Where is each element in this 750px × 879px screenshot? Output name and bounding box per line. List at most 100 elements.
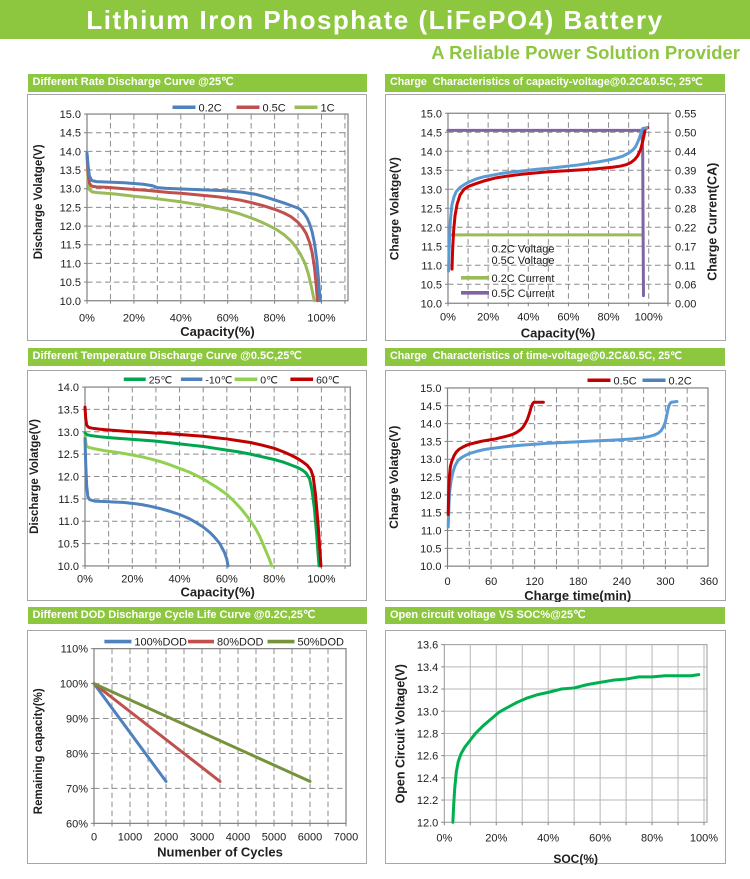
svg-text:Numenber of Cycles: Numenber of Cycles [157,844,283,859]
svg-text:10.5: 10.5 [420,543,441,555]
svg-text:13.0: 13.0 [420,454,441,466]
svg-text:1C: 1C [321,102,335,114]
svg-text:0.11: 0.11 [675,260,696,272]
svg-text:2000: 2000 [154,831,178,843]
svg-text:Remaining capacity(%): Remaining capacity(%) [33,688,45,814]
svg-text:60%: 60% [557,311,579,323]
svg-text:60%: 60% [589,832,611,844]
svg-text:12.0: 12.0 [421,222,442,234]
svg-text:14.5: 14.5 [420,400,441,412]
svg-text:Capacity(%): Capacity(%) [180,324,254,339]
svg-text:SOC(%): SOC(%) [553,852,598,865]
svg-text:Charge Current(CA): Charge Current(CA) [706,163,720,281]
svg-text:0.17: 0.17 [675,241,696,253]
svg-text:5000: 5000 [262,831,286,843]
svg-text:0.5C: 0.5C [263,102,286,114]
svg-text:80%: 80% [66,748,88,760]
svg-text:3000: 3000 [190,831,214,843]
svg-text:13.2: 13.2 [417,684,438,696]
svg-text:40%: 40% [537,832,559,844]
svg-text:11.0: 11.0 [421,260,442,272]
svg-text:0.00: 0.00 [675,298,696,310]
svg-text:Charge Volatge(V): Charge Volatge(V) [387,157,401,260]
svg-text:Capacity(%): Capacity(%) [180,584,254,599]
svg-text:Open Circuit Voltage(V): Open Circuit Voltage(V) [394,664,408,803]
svg-text:12.0: 12.0 [58,471,79,483]
svg-text:7000: 7000 [334,831,358,843]
svg-text:100%: 100% [307,573,335,585]
svg-text:14.0: 14.0 [60,146,81,158]
svg-text:12.4: 12.4 [417,773,438,785]
svg-text:10.5: 10.5 [60,277,81,289]
svg-text:60%: 60% [216,573,238,585]
svg-text:0%: 0% [77,573,93,585]
svg-text:12.5: 12.5 [58,449,79,461]
svg-text:14.0: 14.0 [58,382,79,394]
svg-text:15.0: 15.0 [421,108,442,120]
svg-text:100%: 100% [690,832,718,844]
svg-text:0.22: 0.22 [675,222,696,234]
svg-text:13.5: 13.5 [60,165,81,177]
svg-text:80%DOD: 80%DOD [217,637,264,649]
svg-text:60℃: 60℃ [316,374,340,386]
svg-text:20%: 20% [485,832,507,844]
svg-text:0: 0 [444,575,450,587]
svg-text:50%DOD: 50%DOD [298,637,345,649]
svg-text:80%: 80% [641,832,663,844]
svg-text:60%: 60% [217,312,239,324]
svg-text:0: 0 [91,831,97,843]
svg-text:14.0: 14.0 [421,146,442,158]
svg-text:11.0: 11.0 [58,516,79,528]
svg-text:13.5: 13.5 [421,165,442,177]
svg-text:0%: 0% [440,311,456,323]
svg-text:100%: 100% [60,679,88,691]
svg-text:14.5: 14.5 [60,128,81,140]
svg-text:20%: 20% [477,311,499,323]
svg-text:0.5C: 0.5C [614,375,637,387]
svg-text:80%: 80% [264,312,286,324]
svg-text:120: 120 [525,575,543,587]
svg-text:40%: 40% [169,573,191,585]
svg-text:13.0: 13.0 [60,184,81,196]
svg-text:14.5: 14.5 [421,127,442,139]
svg-text:0.55: 0.55 [675,108,696,120]
svg-text:12.0: 12.0 [417,817,438,829]
svg-text:15.0: 15.0 [60,109,81,121]
svg-text:110%: 110% [61,644,89,656]
svg-text:180: 180 [569,575,587,587]
svg-text:12.5: 12.5 [421,203,442,215]
svg-text:40%: 40% [170,312,192,324]
svg-text:0.33: 0.33 [675,184,696,196]
svg-text:6000: 6000 [298,831,322,843]
svg-text:20%: 20% [121,573,143,585]
svg-text:70%: 70% [66,783,88,795]
svg-text:10.5: 10.5 [58,538,79,550]
svg-text:11.5: 11.5 [58,493,79,505]
svg-text:Discharge Volatge(V): Discharge Volatge(V) [33,144,45,259]
svg-text:12.0: 12.0 [420,489,441,501]
svg-text:10.0: 10.0 [420,561,441,573]
svg-text:0.44: 0.44 [675,146,696,158]
svg-text:13.4: 13.4 [417,662,438,674]
svg-text:13.0: 13.0 [417,706,438,718]
svg-text:0%: 0% [79,312,95,324]
svg-text:1000: 1000 [118,831,142,843]
svg-text:100%DOD: 100%DOD [134,637,187,649]
svg-text:-10℃: -10℃ [205,374,232,386]
svg-text:13.6: 13.6 [417,640,438,652]
svg-text:100%: 100% [635,311,663,323]
svg-text:Charge time(min): Charge time(min) [524,588,631,602]
svg-text:25℃: 25℃ [149,374,173,386]
svg-text:10.0: 10.0 [60,296,81,308]
svg-text:13.5: 13.5 [58,404,79,416]
svg-text:80%: 80% [263,573,285,585]
svg-text:0.2C Current: 0.2C Current [492,273,555,285]
svg-text:Charge Volatge(V): Charge Volatge(V) [387,425,401,528]
svg-text:12.6: 12.6 [417,751,438,763]
svg-text:0.2C Voltage: 0.2C Voltage [492,243,555,255]
svg-text:15.0: 15.0 [420,382,441,394]
svg-text:4000: 4000 [226,831,250,843]
svg-text:360: 360 [700,575,718,587]
svg-text:0.50: 0.50 [675,127,696,139]
svg-text:11.0: 11.0 [60,258,81,270]
